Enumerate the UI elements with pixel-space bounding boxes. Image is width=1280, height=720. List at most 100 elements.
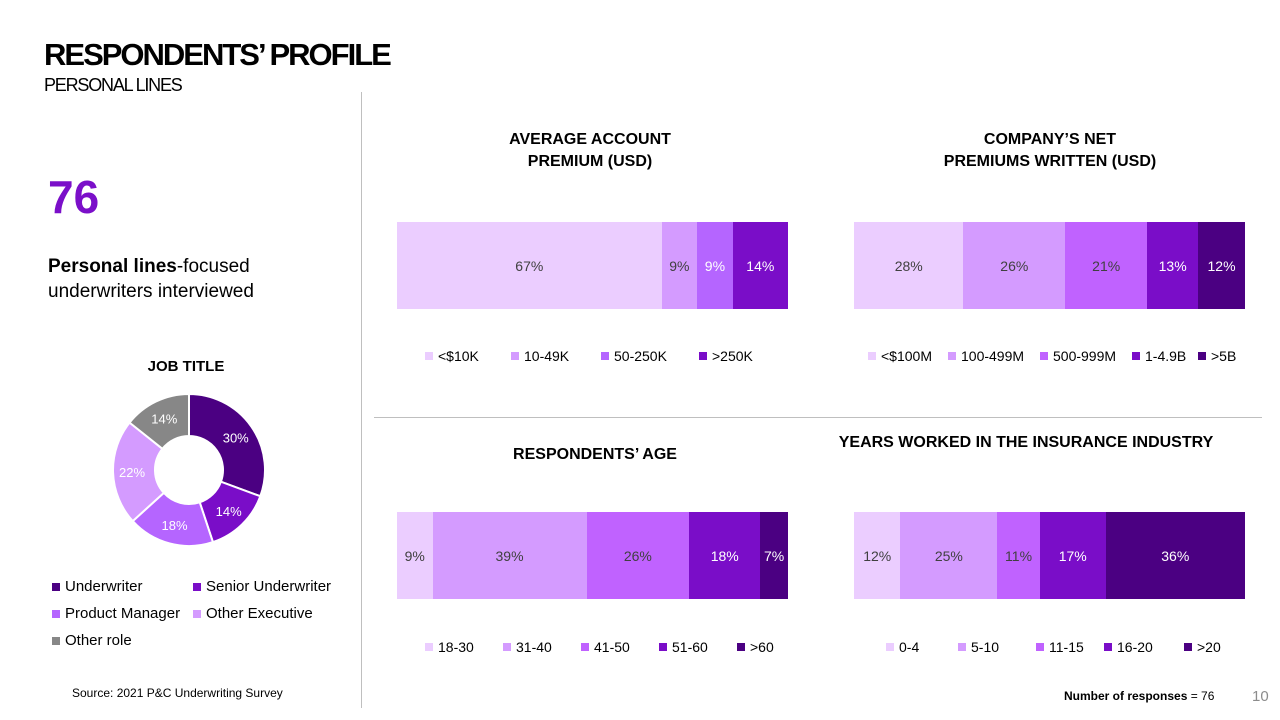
job-title-chart-title: JOB TITLE — [147, 358, 225, 375]
legend-label: >250K — [712, 348, 753, 364]
legend-label: Senior Underwriter — [206, 578, 332, 595]
net_premiums-segment-4: 13% — [1147, 222, 1199, 309]
legend-swatch — [581, 643, 589, 651]
legend-swatch — [699, 352, 707, 360]
years-segment-1: 12% — [854, 512, 901, 599]
description-rest: -focused underwriters interviewed — [48, 256, 254, 302]
legend-swatch — [1198, 352, 1206, 360]
donut-slice-label-5: 14% — [151, 412, 177, 427]
legend-label: 11-15 — [1049, 639, 1084, 655]
legend-swatch — [948, 352, 956, 360]
donut-slice-4 — [112, 421, 166, 523]
net_premiums-segment-3: 21% — [1065, 222, 1148, 309]
vertical-divider — [361, 92, 362, 708]
avg_premium-legend-item-1: <$10K — [425, 348, 479, 364]
legend-swatch — [1184, 643, 1192, 651]
legend-label: Product Manager — [65, 605, 181, 622]
respondent-description: Personal lines-focused underwriters inte… — [48, 254, 348, 304]
chart-title-line-1: AVERAGE ACCOUNT — [509, 131, 671, 148]
horizontal-divider — [374, 417, 1262, 418]
job-title-donut-chart: 30% 14% 18% 22% 14% — [112, 392, 266, 547]
avg_premium-legend-item-3: 50-250K — [601, 348, 667, 364]
age-segment-1: 9% — [397, 512, 433, 599]
legend-label: 51-60 — [672, 639, 708, 655]
avg_premium-segment-1: 67% — [397, 222, 662, 309]
age-segment-5: 7% — [760, 512, 788, 599]
page-title: RESPONDENTS’ PROFILE — [44, 37, 392, 72]
legend-label: 5-10 — [971, 639, 1000, 655]
responses-label: Number of responses — [1064, 689, 1188, 703]
net_premiums-segment-1: 28% — [854, 222, 964, 309]
avg_premium-legend-item-2: 10-49K — [511, 348, 569, 364]
page-subtitle: PERSONAL LINES — [44, 75, 183, 95]
age-stacked-bar: 9% 39% 26% 18% 7% — [397, 512, 788, 599]
legend-swatch — [425, 352, 433, 360]
donut-slice-1 — [188, 392, 266, 498]
page-number: 10 — [1252, 688, 1269, 705]
legend-label: 16-20 — [1117, 639, 1153, 655]
net_premiums-legend-item-5: >5B — [1198, 348, 1236, 364]
job-legend-item-1: Underwriter — [52, 578, 143, 595]
job-legend-item-4: Other Executive — [193, 605, 313, 622]
legend-label: 50-250K — [614, 348, 667, 364]
legend-swatch — [52, 636, 60, 645]
legend-label: >60 — [750, 639, 774, 655]
legend-label: 1-4.9B — [1145, 348, 1187, 364]
donut-slice-label-3: 18% — [162, 518, 188, 533]
avg_premium-legend: <$10K 10-49K 50-250K >250K — [425, 348, 825, 368]
respondent-count: 76 — [48, 171, 100, 223]
chart-title-line-1: RESPONDENTS’ AGE — [513, 446, 677, 463]
donut-slice-label-1: 30% — [223, 430, 249, 445]
net_premiums-segment-2: 26% — [963, 222, 1066, 309]
years-legend-item-4: 16-20 — [1104, 639, 1153, 655]
age-legend-item-2: 31-40 — [503, 639, 552, 655]
responses-value: = 76 — [1187, 689, 1215, 703]
legend-swatch — [737, 643, 745, 651]
avg_premium-segment-3: 9% — [697, 222, 733, 309]
age-legend-item-5: >60 — [737, 639, 774, 655]
legend-label: 31-40 — [516, 639, 552, 655]
legend-label: 18-30 — [438, 639, 474, 655]
legend-label: Underwriter — [65, 578, 143, 595]
avg_premium-stacked-bar: 67% 9% 9% 14% — [397, 222, 788, 309]
net_premiums-segment-5: 12% — [1198, 222, 1245, 309]
years-segment-4: 17% — [1039, 512, 1106, 599]
chart-title-line-1: YEARS WORKED IN THE INSURANCE INDUSTRY — [838, 434, 1214, 451]
age-segment-4: 18% — [689, 512, 761, 599]
legend-swatch — [52, 609, 60, 618]
description-bold: Personal lines — [48, 256, 177, 277]
legend-swatch — [1104, 643, 1112, 651]
age-legend-item-3: 41-50 — [581, 639, 630, 655]
job-legend-item-2: Senior Underwriter — [193, 578, 331, 595]
years-segment-3: 11% — [997, 512, 1040, 599]
source-note: Source: 2021 P&C Underwriting Survey — [72, 686, 283, 700]
legend-swatch — [886, 643, 894, 651]
chart-title-line-2: PREMIUMS WRITTEN (USD) — [943, 153, 1157, 170]
job-legend-item-5: Other role — [52, 632, 132, 649]
age-legend-item-4: 51-60 — [659, 639, 708, 655]
age-chart-title: RESPONDENTS’ AGE — [445, 444, 745, 466]
years-chart-title: YEARS WORKED IN THE INSURANCE INDUSTRY — [826, 432, 1226, 454]
legend-label: <$100M — [881, 348, 932, 364]
legend-swatch — [868, 352, 876, 360]
legend-swatch — [425, 643, 433, 651]
legend-swatch — [503, 643, 511, 651]
legend-label: 10-49K — [524, 348, 570, 364]
net_premiums-chart-title: COMPANY’S NET PREMIUMS WRITTEN (USD) — [900, 129, 1200, 173]
legend-label: 500-999M — [1053, 348, 1117, 364]
avg_premium-legend-item-4: >250K — [699, 348, 753, 364]
net_premiums-stacked-bar: 28% 26% 21% 13% 12% — [854, 222, 1245, 309]
net_premiums-legend-item-3: 500-999M — [1040, 348, 1116, 364]
years-legend-item-5: >20 — [1184, 639, 1221, 655]
legend-swatch — [958, 643, 966, 651]
age-segment-3: 26% — [586, 512, 690, 599]
legend-label: 41-50 — [594, 639, 630, 655]
avg_premium-segment-4: 14% — [732, 222, 788, 309]
net_premiums-legend-item-2: 100-499M — [948, 348, 1024, 364]
legend-label: <$10K — [438, 348, 479, 364]
legend-swatch — [659, 643, 667, 651]
legend-swatch — [52, 582, 60, 591]
legend-swatch — [511, 352, 519, 360]
job-legend-item-3: Product Manager — [52, 605, 180, 622]
age-legend: 18-30 31-40 41-50 51-60 >60 — [425, 639, 825, 659]
